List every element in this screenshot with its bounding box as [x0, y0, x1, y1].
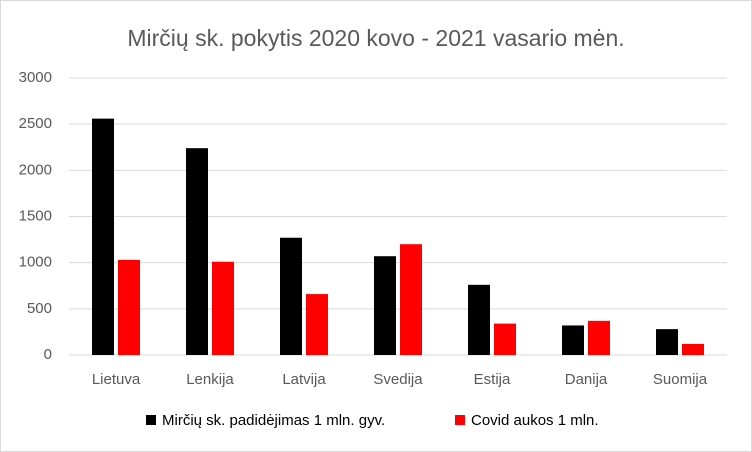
x-tick-label: Svedija [373, 371, 423, 388]
bar [682, 343, 704, 355]
y-tick-label: 500 [27, 300, 52, 317]
bar [400, 244, 422, 355]
bar [118, 259, 140, 355]
bar [562, 325, 584, 355]
x-tick-label: Lenkija [186, 371, 234, 388]
x-tick-label: Lietuva [92, 371, 141, 388]
x-tick-label: Danija [565, 371, 608, 388]
y-tick-label: 1500 [19, 207, 52, 224]
y-tick-label: 3000 [19, 69, 52, 86]
y-tick-label: 0 [44, 346, 52, 363]
bar [306, 294, 328, 355]
bar [656, 329, 678, 355]
legend-label: Covid aukos 1 mln. [471, 412, 599, 429]
bar [588, 320, 610, 355]
bar [494, 323, 516, 355]
bar [92, 118, 114, 355]
x-tick-label: Suomija [653, 371, 708, 388]
chart-title: Mirčių sk. pokytis 2020 kovo - 2021 vasa… [127, 25, 624, 51]
x-tick-label: Latvija [282, 371, 326, 388]
legend-swatch [146, 415, 156, 425]
bar [186, 148, 208, 355]
x-tick-label: Estija [474, 371, 511, 388]
y-tick-label: 2500 [19, 115, 52, 132]
legend-label: Mirčių sk. padidėjimas 1 mln. gyv. [162, 412, 385, 429]
y-tick-label: 1000 [19, 254, 52, 271]
legend-swatch [455, 415, 465, 425]
bar [468, 284, 490, 355]
bar [280, 237, 302, 355]
bar [212, 261, 234, 355]
bar [374, 256, 396, 355]
y-tick-label: 2000 [19, 161, 52, 178]
